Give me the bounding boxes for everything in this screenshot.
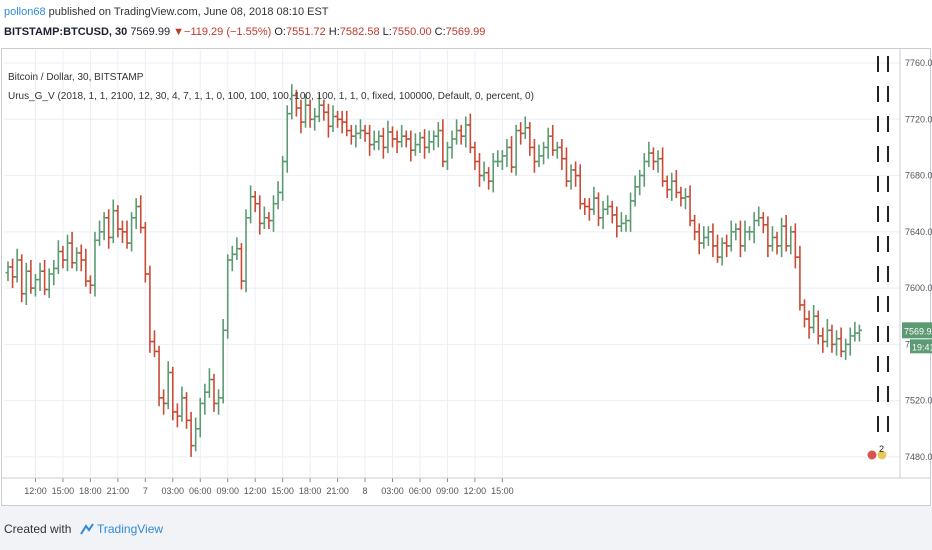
close-value: 7569.99 [445,26,486,38]
price-change: ▼−119.29 (−1.55%) [173,26,272,38]
x-tick-label: 06:00 [409,486,432,496]
x-tick-label: 15:00 [52,486,75,496]
x-tick-label: 12:00 [464,486,487,496]
tradingview-brand-link[interactable]: TradingView [97,522,164,536]
y-tick-label: 7600.00 [905,283,932,293]
event-flag-icon [866,449,878,461]
x-tick-label: 21:00 [326,486,349,496]
low-value: 7550.00 [391,26,432,38]
created-with-text: Created with [4,522,72,536]
y-tick-label: 7480.00 [905,452,932,462]
y-tick-label: 7520.00 [905,396,932,406]
indicator-label[interactable]: Urus_G_V (2018, 1, 1, 2100, 12, 30, 4, 7… [8,91,534,102]
open-value: 7551.72 [285,26,326,38]
last-price: 7569.99 [130,26,171,38]
x-tick-label: 12:00 [244,486,267,496]
x-tick-label: 7 [143,486,148,496]
close-label: C: [434,26,446,38]
chart-frame[interactable] [1,48,931,506]
x-tick-label: 21:00 [107,486,130,496]
y-tick-label: 7760.00 [905,58,932,68]
high-label: H: [328,26,340,38]
low-label: L: [382,26,392,38]
x-tick-label: 15:00 [271,486,294,496]
high-value: 7582.58 [339,26,380,38]
publish-text: published on TradingView.com, June 08, 2… [45,6,329,18]
chart-legend: Bitcoin / Dollar, 30, BITSTAMP Urus_G_V … [8,72,534,110]
x-tick-label: 18:00 [79,486,102,496]
footer: Created with TradingView [0,506,932,550]
x-tick-label: 06:00 [189,486,212,496]
countdown-label: 19:41 [912,342,932,352]
tradingview-logo-icon[interactable] [80,523,94,535]
last-price-label: 7569.99 [904,326,932,336]
x-tick-label: 03:00 [381,486,404,496]
publish-info: pollon68 published on TradingView.com, J… [4,6,329,18]
last-price-badge [902,322,932,339]
x-tick-label: 09:00 [216,486,239,496]
event-flag-icon [876,449,888,461]
countdown-badge [910,339,932,354]
x-tick-label: 09:00 [436,486,459,496]
x-tick-label: 12:00 [24,486,47,496]
open-label: O: [274,26,286,38]
x-tick-label: 03:00 [162,486,185,496]
symbol-bar: BITSTAMP:BTCUSD, 30 7569.99 ▼−119.29 (−1… [4,26,485,38]
publisher-link[interactable]: pollon68 [4,6,46,18]
x-tick-label: 8 [363,486,368,496]
event-flag-count: 2 [879,444,884,454]
y-tick-label: 7680.00 [905,171,932,181]
y-tick-label: 7640.00 [905,227,932,237]
symbol-name[interactable]: BITSTAMP:BTCUSD, 30 [4,26,128,38]
x-tick-label: 18:00 [299,486,322,496]
x-tick-label: 15:00 [491,486,514,496]
y-tick-label: 7720.00 [905,114,932,124]
series-title[interactable]: Bitcoin / Dollar, 30, BITSTAMP [8,72,144,83]
